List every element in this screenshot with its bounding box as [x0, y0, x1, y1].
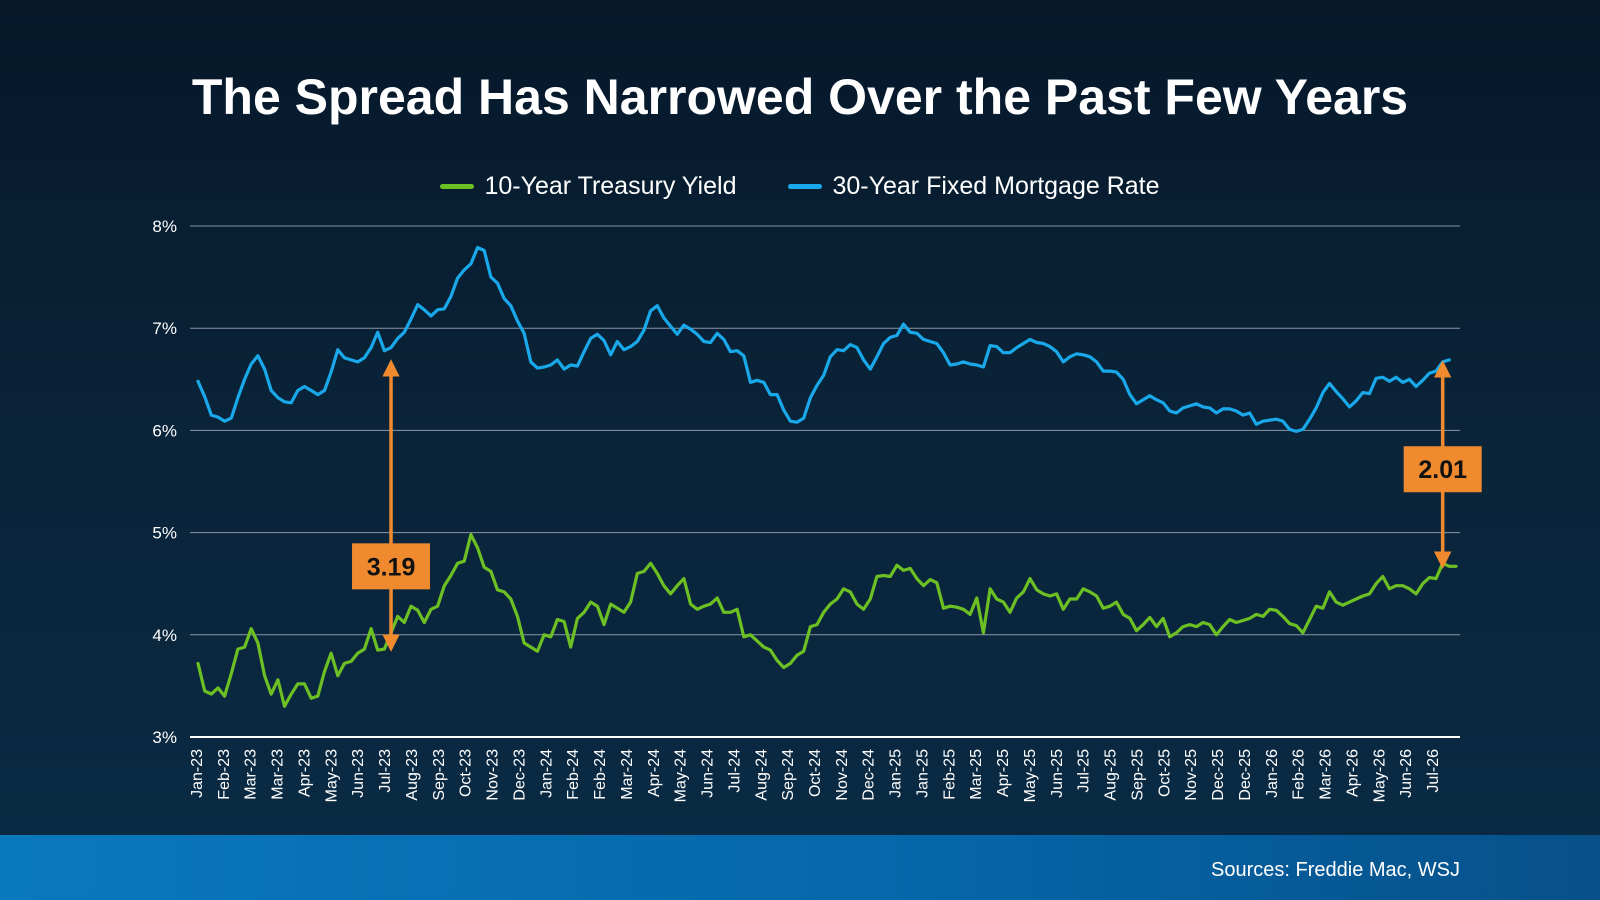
line-chart: 3% 4% 5% 6% 7% 8% Jan-23 Feb-23 Mar-23 Mar-23 Apr… — [152, 217, 1482, 802]
chart-title: The Spread Has Narrowed Over the Past Fe… — [191, 69, 1409, 125]
x-tick-label: Jan-26 — [1264, 749, 1281, 798]
series-lines — [196, 245, 1458, 708]
x-tick-label: Oct-23 — [458, 749, 475, 797]
x-tick-label: May-23 — [323, 749, 340, 802]
y-tick-label: 4% — [152, 626, 177, 645]
x-tick-label: Apr-26 — [1344, 749, 1361, 797]
spread-label: 2.01 — [1418, 456, 1467, 484]
x-tick-label: Dec-23 — [511, 749, 528, 801]
x-tick-label: Apr-25 — [995, 749, 1012, 797]
x-tick-label: Mar-25 — [968, 749, 985, 800]
y-tick-label: 6% — [152, 421, 177, 440]
legend-item-mortgage: 30-Year Fixed Mortgage Rate — [788, 172, 1160, 201]
legend-label-treasury: 10-Year Treasury Yield — [484, 172, 737, 200]
grid-lines — [190, 225, 1460, 738]
x-tick-label: Jun-25 — [1049, 749, 1066, 798]
y-tick-label: 8% — [152, 217, 177, 236]
series-line-treasury — [196, 533, 1458, 708]
y-tick-label: 3% — [152, 728, 177, 747]
x-tick-label: Sep-24 — [780, 749, 797, 801]
series-line-mortgage — [196, 245, 1451, 433]
x-tick-label: Dec-25 — [1210, 749, 1227, 801]
x-tick-label: Feb-26 — [1291, 749, 1308, 800]
legend-item-treasury: 10-Year Treasury Yield — [440, 172, 736, 201]
x-tick-label: Feb-24 — [592, 749, 609, 800]
x-tick-label: Aug-23 — [404, 749, 421, 801]
x-tick-label: Feb-23 — [216, 749, 233, 800]
x-tick-label: Aug-24 — [753, 749, 770, 801]
x-tick-label: Mar-26 — [1318, 749, 1335, 800]
x-tick-label: Jun-23 — [350, 749, 367, 798]
x-tick-label: Nov-23 — [485, 749, 502, 801]
legend-swatch-mortgage — [788, 184, 823, 189]
spread-annotations: 3.19 2.01 — [352, 359, 1482, 652]
x-axis-ticks: Jan-23 Feb-23 Mar-23 Mar-23 Apr-23 May-23 Jun-… — [189, 749, 1442, 802]
x-tick-label: Jan-23 — [189, 749, 206, 798]
legend: 10-Year Treasury Yield 30-Year Fixed Mor… — [0, 172, 1600, 201]
x-tick-label: Jul-23 — [377, 749, 394, 793]
source-note: Sources: Freddie Mac, WSJ — [1211, 859, 1460, 881]
x-tick-label: May-25 — [1022, 749, 1039, 802]
y-tick-label: 7% — [152, 319, 177, 338]
x-tick-label: Jun-24 — [700, 749, 717, 798]
x-tick-label: Mar-23 — [243, 749, 260, 800]
y-tick-label: 5% — [152, 524, 177, 543]
x-tick-label: Feb-25 — [941, 749, 958, 800]
x-tick-label: Jan-25 — [914, 749, 931, 798]
x-tick-label: Oct-24 — [807, 749, 824, 797]
x-tick-label: May-24 — [673, 749, 690, 802]
x-tick-label: Mar-24 — [619, 749, 636, 800]
x-tick-label: Oct-25 — [1156, 749, 1173, 797]
spread-label-box — [352, 543, 431, 590]
x-tick-label: Nov-25 — [1183, 749, 1200, 801]
x-tick-label: Sep-25 — [1129, 749, 1146, 801]
x-tick-label: Jan-24 — [538, 749, 555, 798]
x-tick-label: Apr-24 — [646, 749, 663, 797]
x-tick-label: Jul-24 — [726, 749, 743, 793]
x-tick-label: Jul-26 — [1425, 749, 1442, 793]
x-tick-label: Jul-25 — [1076, 749, 1093, 793]
x-tick-label: Aug-25 — [1103, 749, 1120, 801]
x-tick-label: Jun-26 — [1398, 749, 1415, 798]
x-tick-label: Mar-23 — [270, 749, 287, 800]
x-tick-label: Nov-24 — [834, 749, 851, 801]
spread-label-box — [1403, 446, 1482, 493]
footer-bar: Sources: Freddie Mac, WSJ — [0, 835, 1600, 900]
x-tick-label: Dec-24 — [861, 749, 878, 801]
x-tick-label: Jan-25 — [888, 749, 905, 798]
x-tick-label: Feb-24 — [565, 749, 582, 800]
x-tick-label: Apr-23 — [296, 749, 313, 797]
y-axis-ticks: 3% 4% 5% 6% 7% 8% — [152, 217, 177, 747]
legend-swatch-treasury — [440, 184, 475, 189]
x-tick-label: May-26 — [1371, 749, 1388, 802]
x-tick-label: Dec-25 — [1237, 749, 1254, 801]
spread-label: 3.19 — [367, 553, 416, 581]
legend-label-mortgage: 30-Year Fixed Mortgage Rate — [832, 172, 1160, 200]
x-tick-label: Sep-23 — [431, 749, 448, 801]
